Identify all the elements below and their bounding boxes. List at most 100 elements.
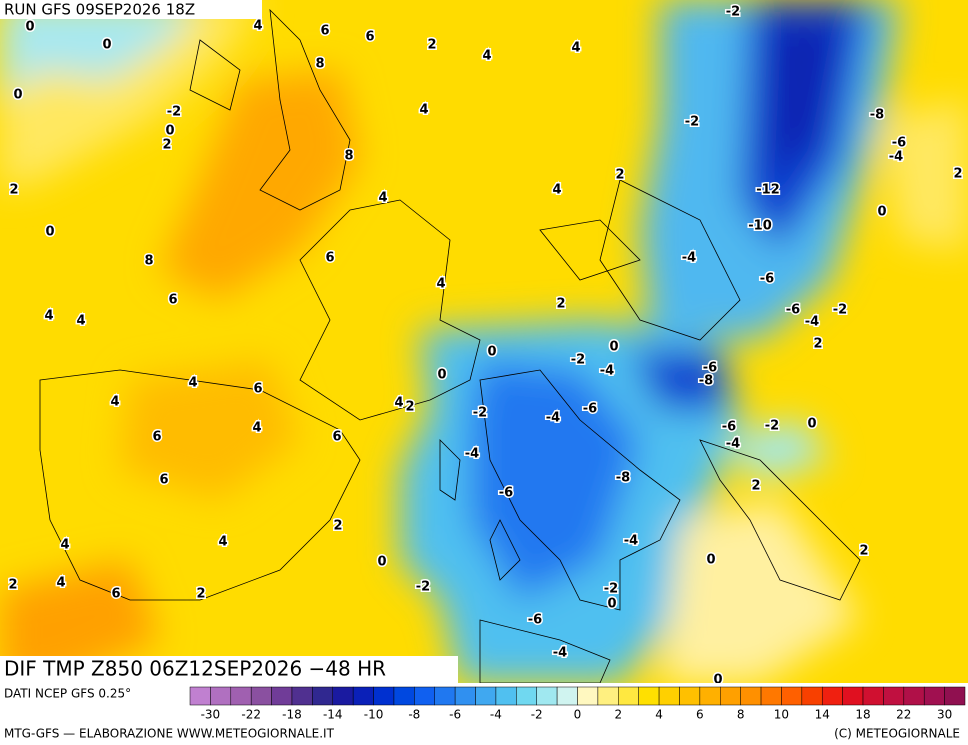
contour-label: -2 xyxy=(571,353,585,368)
contour-label: -2 xyxy=(685,115,699,130)
colorbar-tick-label: 10 xyxy=(774,708,789,722)
contour-label: 0 xyxy=(45,225,54,240)
contour-label: 0 xyxy=(437,368,446,383)
title-box xyxy=(0,0,262,19)
contour-label: 4 xyxy=(571,41,580,56)
colorbar-bin xyxy=(903,686,925,706)
contour-label: 0 xyxy=(609,340,618,355)
colorbar-tick-label: -4 xyxy=(490,708,502,722)
colorbar-tick-label: 14 xyxy=(815,708,830,722)
contour-label: 4 xyxy=(552,183,561,198)
contour-label: -2 xyxy=(726,5,740,20)
contour-label: -6 xyxy=(760,272,774,287)
data-source: DATI NCEP GFS 0.25° xyxy=(4,687,131,701)
contour-label: -6 xyxy=(892,136,906,151)
colorbar-bin xyxy=(210,686,232,706)
contour-label: 2 xyxy=(405,400,414,415)
contour-label: -4 xyxy=(624,534,638,549)
colorbar-bin xyxy=(842,686,864,706)
colorbar-tick-label: -22 xyxy=(241,708,261,722)
colorbar-tick-label: 4 xyxy=(655,708,663,722)
colorbar-bin xyxy=(414,686,435,706)
contour-label: 0 xyxy=(607,597,616,612)
contour-label: 0 xyxy=(165,124,174,139)
coastlines xyxy=(39,8,861,683)
contour-label: 0 xyxy=(713,673,722,688)
contour-label: 6 xyxy=(365,30,374,45)
colorbar-bin xyxy=(821,686,843,706)
colorbar-bin xyxy=(781,686,803,706)
contour-label: 6 xyxy=(159,473,168,488)
colorbar-bin xyxy=(291,686,313,706)
contour-label: -12 xyxy=(756,183,780,198)
contour-label: 2 xyxy=(427,38,436,53)
contour-label: 6 xyxy=(253,382,262,397)
colorbar-bin xyxy=(536,686,558,706)
contour-label: -4 xyxy=(726,437,740,452)
colorbar-bin xyxy=(434,686,456,706)
contour-label: 2 xyxy=(556,297,565,312)
contour-label: -6 xyxy=(499,486,513,501)
contour-label: 8 xyxy=(315,57,324,72)
contour-label: 6 xyxy=(325,251,334,266)
contour-label: 0 xyxy=(877,205,886,220)
contour-label: -4 xyxy=(546,411,560,426)
map-subtitle: DIF TMP Z850 06Z12SEP2026 −48 HR xyxy=(4,657,386,681)
contour-label: -2 xyxy=(604,582,618,597)
contour-label: -8 xyxy=(699,374,713,389)
contour-label: -4 xyxy=(553,646,567,661)
contour-label: 4 xyxy=(252,421,261,436)
colorbar-bin xyxy=(618,686,639,706)
contour-label: 4 xyxy=(56,576,65,591)
colorbar-bin xyxy=(862,686,884,706)
colorbar-bin xyxy=(944,686,966,706)
contour-label: -10 xyxy=(748,219,772,234)
colorbar-tick-label: -14 xyxy=(323,708,343,722)
colorbar-bin xyxy=(189,686,211,706)
colorbar-bin xyxy=(720,686,741,706)
colorbar: -30 -22 -18 -14 -10 -8 -6 -4 -2 0 2 4 6 8 10 14 18 22 30 xyxy=(189,686,966,722)
colorbar-tick-label: -6 xyxy=(449,708,461,722)
colorbar-bin xyxy=(312,686,334,706)
contour-label: 4 xyxy=(76,314,85,329)
colorbar-bin xyxy=(883,686,905,706)
colorbar-tick-label: -8 xyxy=(408,708,420,722)
contour-label: 4 xyxy=(110,395,119,410)
contour-label: -4 xyxy=(805,315,819,330)
colorbar-bin xyxy=(250,686,272,706)
contour-label: 0 xyxy=(377,555,386,570)
colorbar-tick-label: 2 xyxy=(614,708,622,722)
contour-label: 2 xyxy=(8,578,17,593)
colorbar-bin xyxy=(740,686,762,706)
contour-label: 6 xyxy=(168,293,177,308)
colorbar-bin xyxy=(597,686,619,706)
contour-label: -8 xyxy=(870,108,884,123)
contour-label: 8 xyxy=(144,254,153,269)
contour-label: 4 xyxy=(378,191,387,206)
contour-label: 6 xyxy=(152,430,161,445)
run-title: RUN GFS 09SEP2026 18Z xyxy=(4,1,195,19)
contour-label: 6 xyxy=(320,24,329,39)
contour-label: 0 xyxy=(487,345,496,360)
contour-label: 8 xyxy=(344,149,353,164)
contour-label: -2 xyxy=(167,105,181,120)
colorbar-bin xyxy=(801,686,823,706)
contour-label: 4 xyxy=(44,309,53,324)
contour-label: 6 xyxy=(111,587,120,602)
credit: MTG-GFS — ELABORAZIONE WWW.METEOGIORNALE… xyxy=(4,727,335,741)
colorbar-bin xyxy=(271,686,293,706)
subtitle-box xyxy=(0,656,458,683)
colorbar-bin xyxy=(699,686,721,706)
contour-label: 0 xyxy=(13,88,22,103)
contour-label: 0 xyxy=(807,417,816,432)
contour-label: 0 xyxy=(102,38,111,53)
contour-label: 4 xyxy=(419,103,428,118)
contour-label: -6 xyxy=(703,361,717,376)
colorbar-bin xyxy=(516,686,537,706)
colorbar-tick-label: -2 xyxy=(531,708,543,722)
colorbar-bin xyxy=(393,686,415,706)
